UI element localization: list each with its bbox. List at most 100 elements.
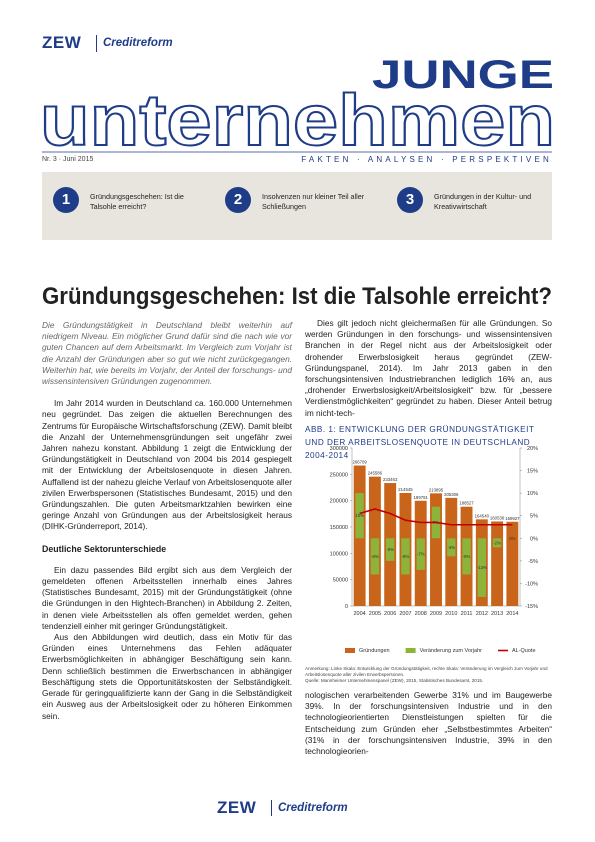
paragraph: Aus den Abbildungen wird deutlich, dass … xyxy=(42,632,292,721)
masthead-title: unternehmen xyxy=(40,81,555,160)
bar xyxy=(355,493,364,539)
x-tick-label: 2004 xyxy=(354,611,366,617)
bar xyxy=(385,538,395,561)
bar xyxy=(416,538,425,570)
y2-tick-label: 10% xyxy=(527,491,538,497)
line xyxy=(359,508,513,526)
bar xyxy=(462,538,471,575)
x-tick-label: 2009 xyxy=(430,611,442,617)
chart: 0 50000 100000 150000 200000 250000 300000 -15%… xyxy=(330,446,538,654)
y2-tick-label: 0% xyxy=(530,536,538,542)
value-label: 188527 xyxy=(459,501,474,506)
legend-label: AL-Quote xyxy=(512,648,536,654)
x-tick-label: 2011 xyxy=(461,611,473,617)
legend-swatch xyxy=(405,648,416,653)
tagline: FAKTEN · ANALYSEN · PERSPEKTIVEN xyxy=(301,155,552,164)
x-tick-label: 2005 xyxy=(369,611,381,617)
teaser-number: 3 xyxy=(397,187,423,213)
x-tick-label: 2012 xyxy=(476,611,488,617)
x-tick-label: 2007 xyxy=(399,611,411,617)
legend-label: Veränderung zum Vorjahr xyxy=(420,648,483,654)
y2-tick-label: -5% xyxy=(528,559,538,565)
x-tick-label: 2013 xyxy=(491,611,503,617)
value-label: 213895 xyxy=(429,487,444,492)
value-label: 205306 xyxy=(444,492,459,497)
bar xyxy=(492,538,502,548)
bar xyxy=(447,538,456,557)
y2-tick-label: -15% xyxy=(525,604,538,610)
x-tick-label: 2010 xyxy=(445,611,457,617)
value-label: 266709 xyxy=(352,460,367,465)
value-label: -4% xyxy=(447,545,455,550)
bar xyxy=(506,521,519,606)
value-label: -7% xyxy=(417,552,425,557)
x-tick-label: 2006 xyxy=(384,611,396,617)
value-label: -2% xyxy=(493,540,501,545)
y2-tick-label: 20% xyxy=(527,446,538,452)
y-tick-label: 250000 xyxy=(330,472,348,478)
footer-logo-zew: ZEW xyxy=(217,798,257,817)
logo-zew: ZEW xyxy=(42,33,82,52)
teaser-text: Gründungen in der Kultur- und Kreativwir… xyxy=(434,192,532,211)
value-label: -8% xyxy=(463,554,471,559)
note: Anmerkung: Linke Skala: Entwicklung der … xyxy=(305,666,548,677)
bar xyxy=(401,538,410,575)
value-label: 0% xyxy=(509,536,515,541)
teaser-band xyxy=(42,172,552,240)
y-tick-label: 300000 xyxy=(330,446,348,452)
left-column: Die Gründungstätigkeit in Deutschland bl… xyxy=(42,320,292,722)
value-label: 245586 xyxy=(368,471,383,476)
lead: Die Gründungstätigkeit in Deutschland bl… xyxy=(42,320,292,387)
value-label: -13% xyxy=(477,565,487,570)
logo-creditreform: Creditreform xyxy=(103,37,173,49)
masthead-top: JUNGE xyxy=(372,53,554,97)
masthead: JUNGE unternehmen xyxy=(39,53,556,160)
value-label: -5% xyxy=(386,547,394,552)
headline: Gründungsgeschehen: Ist die Talsohle err… xyxy=(42,283,552,310)
value-label: 199791 xyxy=(414,495,429,500)
bar xyxy=(491,521,504,606)
chart-note: Anmerkung: Linke Skala: Entwicklung der … xyxy=(305,666,552,684)
value-label: 233463 xyxy=(383,477,398,482)
teaser-text: Insolvenzen nur kleiner Teil aller Schli… xyxy=(262,192,365,211)
paragraph: nologischen verarbeitenden Gewerbe 31% u… xyxy=(305,690,552,757)
bar xyxy=(477,538,487,597)
right-column: Dies gilt jedoch nicht gleichermaßen für… xyxy=(305,318,552,419)
legend-swatch xyxy=(345,648,355,653)
teaser-number: 1 xyxy=(53,187,79,213)
source: Quelle: Mannheimer Unternehmenspanel (ZE… xyxy=(305,678,484,683)
right-column-2: nologischen verarbeitenden Gewerbe 31% u… xyxy=(305,690,552,757)
value-label: -8% xyxy=(402,554,410,559)
legend-label: Gründungen xyxy=(359,648,390,654)
y-tick-label: 100000 xyxy=(330,551,348,557)
y-tick-label: 0 xyxy=(345,604,348,610)
x-tick-label: 2008 xyxy=(415,611,427,617)
issue: Nr. 3 · Juni 2015 xyxy=(42,156,94,163)
bar xyxy=(430,493,442,606)
value-label: 164540 xyxy=(475,513,490,518)
footer-divider xyxy=(271,800,272,816)
x-tick-label: 2014 xyxy=(506,611,518,617)
paragraph: Dies gilt jedoch nicht gleichermaßen für… xyxy=(305,318,552,418)
value-label: 159927 xyxy=(505,516,520,521)
bar xyxy=(370,538,380,575)
y2-tick-label: 15% xyxy=(527,469,538,475)
y-tick-label: 150000 xyxy=(330,525,348,531)
y-tick-label: 50000 xyxy=(333,578,348,584)
headline-box: Gründungsgeschehen: Ist die Talsohle err… xyxy=(42,283,552,310)
y2-tick-label: 5% xyxy=(530,514,538,520)
y-tick-label: 200000 xyxy=(330,499,348,505)
value-label: 10% xyxy=(355,513,364,518)
subheading: Deutliche Sektorunterschiede xyxy=(42,543,167,554)
paragraph: Ein dazu passendes Bild ergibt sich aus … xyxy=(42,564,292,631)
footer-logo-creditreform: Creditreform xyxy=(278,802,348,814)
y2-tick-label: -10% xyxy=(525,581,538,587)
value-label: 160536 xyxy=(490,515,505,520)
logo-divider xyxy=(96,35,97,52)
teaser-number: 2 xyxy=(225,187,251,213)
chart-title: ABB. 1: ENTWICKLUNG DER GRÜNDUNGSTÄTIGKE… xyxy=(305,425,535,460)
teaser-text: Gründungsgeschehen: Ist die Talsohle err… xyxy=(90,192,184,211)
paragraph: Im Jahr 2014 wurden in Deutschland ca. 1… xyxy=(42,398,292,532)
value-label: -8% xyxy=(371,554,379,559)
